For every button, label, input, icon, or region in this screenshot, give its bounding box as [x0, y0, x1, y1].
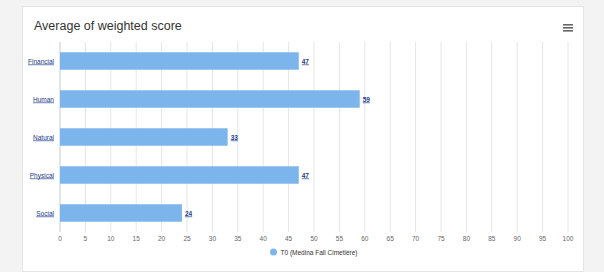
bar-group: [60, 52, 360, 221]
tick-label: 45: [285, 235, 293, 242]
grid-line: [441, 42, 442, 232]
chart-title: Average of weighted score: [34, 19, 182, 33]
menu-line: [563, 24, 573, 26]
category-label: Financial: [28, 58, 55, 65]
grid-line: [390, 42, 391, 232]
grid-line: [288, 42, 289, 232]
grid-line: [364, 42, 365, 232]
tick-label: 10: [107, 235, 115, 242]
tick-label: 100: [563, 235, 574, 242]
category-label: Human: [33, 96, 54, 103]
tick-label: 30: [209, 235, 217, 242]
bar: [60, 128, 228, 145]
data-label: 24: [185, 210, 193, 217]
chart-svg: Average of weighted score 0 5 10 15 20 25 30 35 4…: [0, 0, 604, 272]
grid-line: [517, 42, 518, 232]
tick-label: 80: [463, 235, 471, 242]
menu-line: [563, 30, 573, 32]
grid-line: [263, 42, 264, 232]
grid-line: [339, 42, 340, 232]
grid-line: [314, 42, 315, 232]
grid-line: [491, 42, 492, 232]
tick-label: 55: [336, 235, 344, 242]
data-label: 59: [363, 96, 371, 103]
tick-label: 5: [84, 235, 88, 242]
menu-line: [563, 27, 573, 29]
tick-label: 90: [514, 235, 522, 242]
tick-label: 60: [361, 235, 369, 242]
tick-label: 85: [488, 235, 496, 242]
category-label: Natural: [33, 134, 55, 141]
tick-label: 75: [437, 235, 445, 242]
tick-label: 35: [234, 235, 242, 242]
tick-label: 95: [539, 235, 547, 242]
legend[interactable]: T0 (Medina Fall Cimetière): [270, 249, 357, 257]
data-label: 33: [231, 134, 239, 141]
bar: [60, 90, 360, 107]
tick-label: 15: [133, 235, 141, 242]
bar: [60, 52, 299, 69]
grid-line: [466, 42, 467, 232]
category-label: Social: [36, 210, 54, 217]
grid-line: [568, 42, 569, 232]
tick-label: 20: [158, 235, 166, 242]
tick-label: 40: [260, 235, 268, 242]
grid-line: [542, 42, 543, 232]
bar: [60, 204, 182, 221]
tick-label: 65: [387, 235, 395, 242]
legend-label: T0 (Medina Fall Cimetière): [281, 249, 358, 257]
menu-button[interactable]: [563, 24, 573, 32]
legend-symbol: [270, 249, 277, 256]
data-label: 47: [302, 172, 310, 179]
grid-line: [415, 42, 416, 232]
data-label: 47: [302, 58, 310, 65]
tick-label: 70: [412, 235, 420, 242]
tick-label: 25: [183, 235, 191, 242]
bar: [60, 166, 299, 183]
tick-label: 0: [58, 235, 62, 242]
tick-label: 50: [310, 235, 318, 242]
category-label: Physical: [30, 172, 55, 180]
